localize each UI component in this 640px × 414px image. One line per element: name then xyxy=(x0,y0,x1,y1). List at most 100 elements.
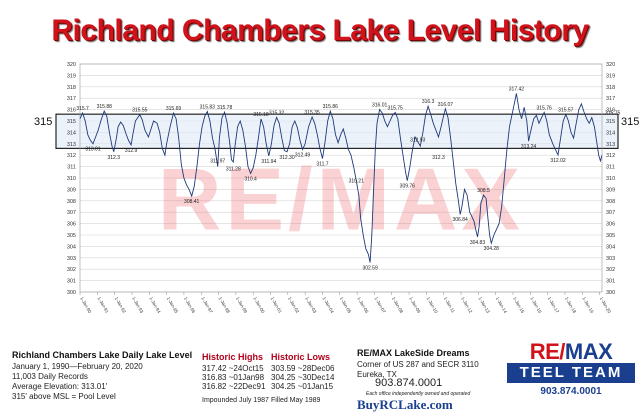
data-label: 312.3 xyxy=(108,155,121,161)
lake-level-chart: RE/MAX 300 300 301 301 302 302 303 303 304 304 305… xyxy=(34,62,639,314)
data-label: 315.76 xyxy=(537,105,553,111)
footer-heading: Richland Chambers Lake Daily Lake Level xyxy=(12,350,193,360)
y-tick-label-left: 309 xyxy=(67,187,76,193)
data-label: 315.57 xyxy=(558,108,574,114)
data-label: 312.9 xyxy=(125,148,138,154)
x-tick-label: 1-Jan-91 xyxy=(96,296,109,314)
footer-date-range: January 1, 1990—February 20, 2020 xyxy=(12,362,143,371)
x-tick-label: 1-Jan-15 xyxy=(512,296,525,314)
y-tick-label-left: 319 xyxy=(67,73,76,79)
y-tick-label-left: 305 xyxy=(67,233,76,239)
x-tick-label: 1-Jan-98 xyxy=(218,296,231,314)
data-label: 304.83 xyxy=(470,240,486,246)
data-label: 315.69 xyxy=(166,106,182,112)
data-label: 310.4 xyxy=(244,176,257,182)
footer-average: Average Elevation: 313.01' xyxy=(12,382,108,391)
filled-note: Filled May 1989 xyxy=(271,397,321,404)
data-label: 315.7 xyxy=(76,106,89,112)
x-tick-label: 1-Jan-09 xyxy=(408,296,421,314)
remax-watermark: RE/MAX xyxy=(158,149,524,248)
plot-frame xyxy=(79,63,603,293)
y-tick-label-left: 313 xyxy=(67,142,76,148)
x-tick-label: 1-Jan-04 xyxy=(322,296,335,314)
y-tick-label-right: 314 xyxy=(606,130,615,136)
y-tick-label-right: 306 xyxy=(606,222,615,228)
pool-level-band xyxy=(55,113,619,149)
data-label: 304.28 xyxy=(484,246,500,252)
x-tick-label: 1-Jan-02 xyxy=(287,296,300,314)
y-tick-label-left: 300 xyxy=(67,290,76,296)
impounded-note: Impounded July 1987 xyxy=(202,397,269,404)
data-label: 315.78 xyxy=(217,105,233,111)
historic-high-2: 316.83 ~01Jan98 xyxy=(202,373,265,382)
data-label: 313.24 xyxy=(521,144,537,150)
y-tick-label-left: 307 xyxy=(67,210,76,216)
logo-brand-text: RE/ xyxy=(529,339,566,364)
data-label: 315.86 xyxy=(323,104,339,110)
historic-high-1: 317.42 ~24Oct15 xyxy=(202,364,264,373)
x-tick-label: 1-Jan-17 xyxy=(547,296,560,314)
y-tick-label-right: 307 xyxy=(606,210,615,216)
x-tick-label: 1-Jan-93 xyxy=(131,296,144,314)
y-tick-label-right: 303 xyxy=(606,256,615,262)
x-tick-label: 1-Jan-96 xyxy=(183,296,196,314)
logo-team-name: TEEL TEAM xyxy=(507,363,635,383)
y-tick-label-right: 311 xyxy=(606,165,615,171)
office-address-2: Eureka, TX xyxy=(357,370,397,379)
data-label: 308.41 xyxy=(184,199,200,205)
y-tick-label-right: 302 xyxy=(606,267,615,273)
y-tick-label-left: 311 xyxy=(67,165,76,171)
data-label: 317.42 xyxy=(509,86,525,92)
chart-title: Richland Chambers Lake Level History xyxy=(51,14,589,47)
footer-pool-level: 315' above MSL = Pool Level xyxy=(12,392,116,401)
historic-low-3: 304.25 ~01Jan15 xyxy=(271,382,334,391)
x-tick-label: 1-Jan-97 xyxy=(200,296,213,314)
y-tick-label-left: 317 xyxy=(67,96,76,102)
data-label: 315.75 xyxy=(605,110,621,116)
data-label: 309.76 xyxy=(400,184,416,190)
x-tick-label: 1-Jan-06 xyxy=(356,296,369,314)
x-tick-label: 1-Jan-05 xyxy=(339,296,352,314)
x-tick-label: 1-Jan-08 xyxy=(391,296,404,314)
x-tick-label: 1-Jan-20 xyxy=(599,296,612,314)
data-label: 316.01 xyxy=(372,102,388,108)
pool-level-label-right: 315 xyxy=(621,116,639,128)
y-tick-label-left: 303 xyxy=(67,256,76,262)
remax-brand-wordmark: RE/ MAX xyxy=(507,339,635,364)
y-tick-label-right: 304 xyxy=(606,244,615,250)
x-tick-label: 1-Jan-92 xyxy=(114,296,127,314)
data-label: 311.94 xyxy=(261,159,276,165)
annotations: 315.7 313.01 315.88 312.3 312.9 315.55 315.69 3… xyxy=(76,86,620,271)
data-label: 315.75 xyxy=(388,105,404,111)
y-tick-label-right: 319 xyxy=(606,73,615,79)
logo-brand-text-max: MAX xyxy=(564,339,613,364)
y-tick-label-left: 301 xyxy=(67,279,76,285)
office-disclaimer: Each office independently owned and oper… xyxy=(366,391,471,397)
y-tick-label-left: 320 xyxy=(67,62,76,68)
data-label: 311.7 xyxy=(316,162,328,168)
y-tick-label-left: 318 xyxy=(67,85,76,91)
historic-high-3: 316.82 ~22Dec91 xyxy=(202,382,266,391)
data-label: 312.93 xyxy=(410,138,426,144)
office-phone: 903.874.0001 xyxy=(375,377,443,389)
data-label: 316.3 xyxy=(422,99,435,105)
data-label: 315.18 xyxy=(253,112,269,118)
x-tick-label: 1-Jan-16 xyxy=(529,296,542,314)
data-label: 310.21 xyxy=(349,179,365,185)
y-tick-label-right: 310 xyxy=(606,176,615,182)
y-tick-label-left: 314 xyxy=(67,130,76,136)
data-label: 312.02 xyxy=(550,158,566,164)
x-tick-label: 1-Jan-10 xyxy=(426,296,439,314)
y-tick-label-right: 312 xyxy=(606,153,615,159)
x-tick-label: 1-Jan-14 xyxy=(495,296,508,314)
data-label: 313.01 xyxy=(85,147,101,153)
data-label: 315.88 xyxy=(97,104,113,110)
logo-phone: 903.874.0001 xyxy=(540,386,602,397)
website-link[interactable]: BuyRCLake.com xyxy=(357,397,453,412)
y-tick-label-left: 310 xyxy=(67,176,76,182)
footer: Richland Chambers Lake Daily Lake Level … xyxy=(0,340,640,414)
y-tick-label-right: 315 xyxy=(606,119,615,125)
data-label: 316.07 xyxy=(438,102,454,108)
x-tick-label: 1-Jan-94 xyxy=(148,296,161,314)
historic-low-2: 304.25 ~30Dec14 xyxy=(271,373,335,382)
